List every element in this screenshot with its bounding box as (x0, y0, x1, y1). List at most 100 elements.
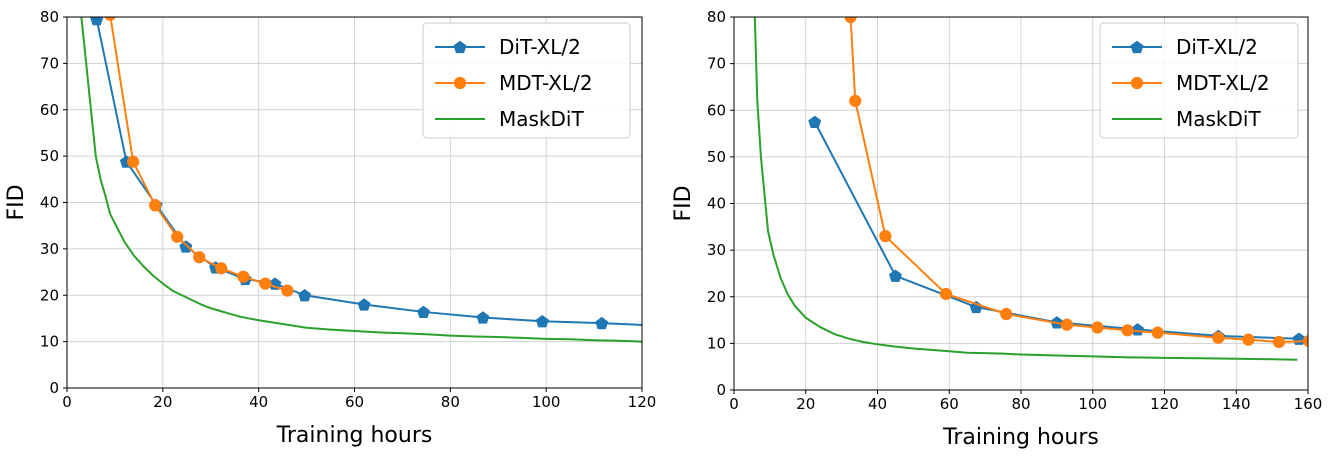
data-point (90, 17, 104, 26)
legend-entry: MaskDiT (435, 107, 584, 131)
series-mdt-xl-2 (104, 17, 294, 297)
data-point (1151, 326, 1164, 339)
legend-label: DiT-XL/2 (499, 35, 581, 59)
legend-entry: MDT-XL/2 (435, 71, 593, 95)
legend: DiT-XL/2 MDT-XL/2 MaskDiT (1099, 22, 1299, 139)
y-tick-label: 0 (716, 381, 726, 399)
x-tick-label: 60 (345, 393, 364, 411)
legend-entry: MDT-XL/2 (1112, 71, 1270, 95)
legend-entry: MaskDiT (1112, 107, 1261, 131)
ticks: 0 20 40 60 80 100 120 140 160 0 10 20 30 40 50 60 70 80 (707, 8, 1322, 413)
y-tick-label: 70 (707, 55, 726, 73)
legend-label: MDT-XL/2 (499, 71, 593, 95)
y-tick-label: 70 (40, 54, 59, 72)
data-point (259, 277, 272, 290)
data-point (655, 320, 667, 331)
y-tick-label: 10 (40, 333, 59, 351)
legend-marker (453, 76, 467, 90)
y-tick-label: 40 (40, 194, 59, 212)
data-point (149, 199, 162, 212)
x-tick-label: 0 (729, 395, 739, 413)
series-maskdit (753, 17, 1298, 361)
x-tick-label: 100 (1078, 395, 1107, 413)
data-point (1121, 324, 1134, 337)
chart-panel-2: 0 20 40 60 80 100 120 140 160 0 10 20 30 40 50 60 70 80 Tr… (671, 8, 1322, 450)
y-axis-label: FID (671, 185, 696, 221)
legend-label: DiT-XL/2 (1176, 35, 1258, 59)
series-line (80, 17, 642, 343)
x-tick-label: 60 (940, 395, 959, 413)
data-point (1060, 318, 1074, 331)
y-axis-label: FID (4, 184, 29, 220)
legend: DiT-XL/2 MDT-XL/2 MaskDiT (422, 22, 631, 139)
x-tick-label: 0 (62, 393, 72, 411)
legend-box (1099, 22, 1299, 139)
x-tick-label: 80 (1011, 395, 1030, 413)
legend-label: MaskDiT (499, 107, 584, 131)
data-point (888, 269, 902, 282)
y-tick-label: 50 (40, 147, 59, 165)
data-point (179, 240, 193, 253)
legend-box (422, 22, 631, 139)
chart-panel-1: 0 20 40 60 80 100 120 0 10 20 30 40 50 60 70 80 Training… (4, 8, 667, 448)
data-point (1000, 307, 1013, 321)
data-point (535, 315, 549, 328)
legend-label: MaskDiT (1176, 107, 1261, 131)
legend-marker (1130, 40, 1144, 54)
data-point (357, 298, 371, 311)
x-tick-label: 120 (1150, 395, 1179, 413)
y-tick-label: 30 (707, 241, 726, 259)
data-point (127, 155, 140, 168)
y-tick-label: 20 (707, 288, 726, 306)
x-tick-label: 20 (796, 395, 815, 413)
data-point (849, 94, 862, 108)
data-point (879, 230, 892, 243)
y-tick-label: 10 (707, 334, 726, 352)
data-point (193, 251, 206, 264)
data-point (1302, 335, 1308, 348)
y-tick-label: 40 (707, 195, 726, 213)
y-tick-label: 80 (40, 8, 59, 26)
legend-label: MDT-XL/2 (1176, 71, 1270, 95)
x-tick-label: 20 (153, 393, 172, 411)
data-point (417, 305, 430, 319)
y-tick-label: 50 (707, 148, 726, 166)
data-point (237, 270, 250, 283)
y-tick-label: 60 (707, 101, 726, 119)
data-point (215, 262, 228, 275)
series-mdt-xl-2 (844, 17, 1308, 349)
data-point (1212, 331, 1225, 344)
data-point (1272, 335, 1286, 349)
data-point (808, 115, 822, 129)
x-tick-label: 120 (628, 393, 657, 411)
data-point (1292, 332, 1306, 345)
x-axis-label: Training hours (276, 423, 433, 448)
data-point (476, 311, 490, 324)
legend-entry: DiT-XL/2 (435, 35, 581, 59)
legend-entry: DiT-XL/2 (1112, 35, 1258, 59)
data-point (595, 316, 609, 330)
data-point (939, 287, 953, 301)
series-line (753, 17, 1298, 361)
data-point (844, 17, 857, 24)
x-axis-label: Training hours (942, 425, 1099, 450)
legend-marker (1130, 76, 1144, 90)
y-tick-label: 80 (707, 8, 726, 26)
x-tick-label: 40 (868, 395, 887, 413)
y-tick-label: 0 (49, 379, 59, 397)
data-point (104, 17, 116, 21)
x-tick-label: 160 (1294, 395, 1323, 413)
series-line (813, 121, 1300, 340)
data-point (298, 289, 312, 302)
y-tick-label: 60 (40, 101, 59, 119)
data-point (1242, 333, 1255, 346)
x-tick-label: 40 (249, 393, 268, 411)
ticks: 0 20 40 60 80 100 120 0 10 20 30 40 50 60 70 80 (40, 8, 656, 411)
x-tick-label: 140 (1222, 395, 1251, 413)
series-maskdit (80, 17, 642, 343)
x-tick-label: 100 (532, 393, 561, 411)
plot-area (753, 17, 1308, 361)
data-point (281, 284, 294, 297)
data-point (1091, 321, 1104, 334)
